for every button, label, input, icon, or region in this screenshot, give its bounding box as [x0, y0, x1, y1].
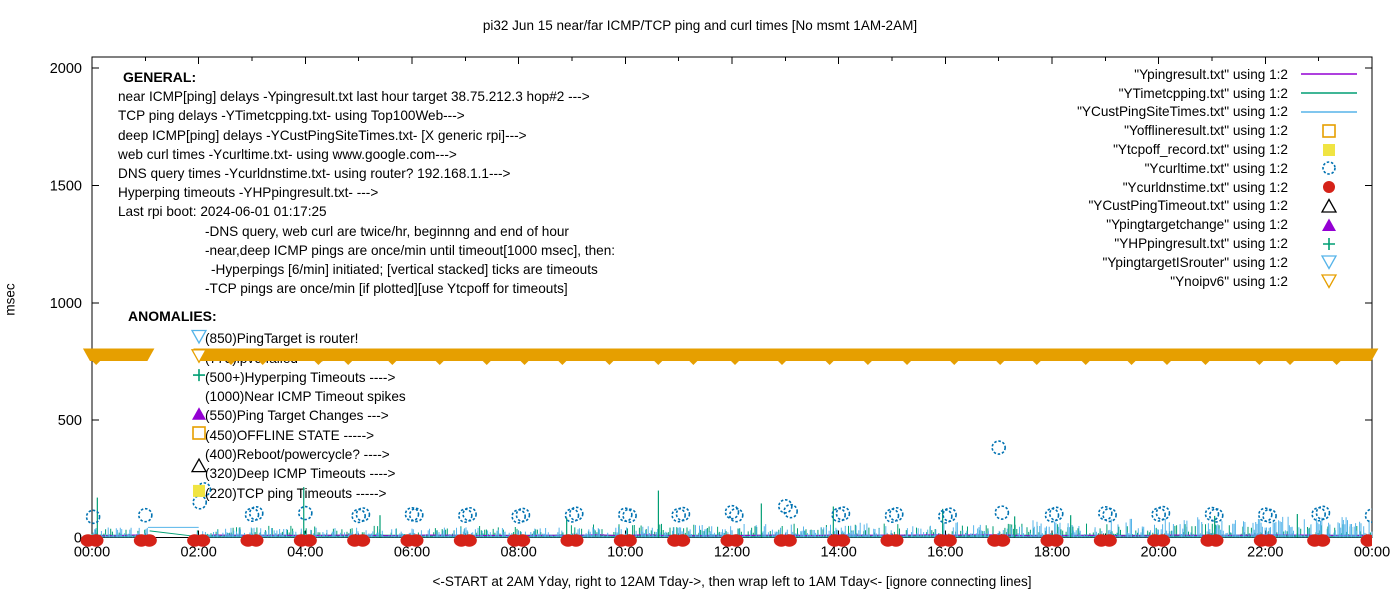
svg-text:0: 0	[74, 531, 82, 547]
svg-text:1500: 1500	[50, 178, 82, 194]
svg-text:2000: 2000	[50, 61, 82, 77]
svg-text:02:00: 02:00	[181, 545, 217, 561]
legend-marker-tri-up-open	[1298, 198, 1360, 214]
anomaly-item: (1000)Near ICMP Timeout spikes	[205, 389, 406, 405]
general-line: Last rpi boot: 2024-06-01 01:17:25	[118, 204, 327, 220]
legend-label: "Ynoipv6" using 1:2	[1170, 273, 1288, 289]
legend-marker-tri-down-open	[1298, 254, 1360, 271]
general-line: near ICMP[ping] delays -Ypingresult.txt …	[118, 89, 590, 105]
general-line: -TCP pings are once/min [if plotted][use…	[205, 281, 568, 297]
legend-item: "Ypingresult.txt" using 1:2	[1134, 65, 1360, 84]
legend-item: "Ytcpoff_record.txt" using 1:2	[1113, 140, 1360, 159]
legend-label: "Ycurltime.txt" using 1:2	[1144, 160, 1288, 176]
legend-item: "Ynoipv6" using 1:2	[1170, 272, 1360, 291]
anomaly-item: (320)Deep ICMP Timeouts ---->	[205, 466, 396, 482]
anomaly-item: (775)ipv6 failed ---->	[205, 350, 328, 366]
svg-text:18:00: 18:00	[1034, 545, 1070, 561]
svg-text:16:00: 16:00	[927, 545, 963, 561]
legend-item: "YCustPingTimeout.txt" using 1:2	[1088, 197, 1360, 216]
anomaly-item: (400)Reboot/powercycle? ---->	[205, 447, 390, 463]
general-annotation-block: GENERAL: near ICMP[ping] delays -Ypingre…	[118, 68, 615, 298]
legend-marker-circle-open	[1298, 160, 1360, 176]
chart-title: pi32 Jun 15 near/far ICMP/TCP ping and c…	[482, 18, 918, 33]
general-line: -Hyperpings [6/min] initiated; [vertical…	[211, 262, 598, 278]
legend-item: "Ycurldnstime.txt" using 1:2	[1123, 178, 1360, 197]
anomaly-item: (220)TCP ping Timeouts ----->	[205, 485, 387, 501]
legend-label: "Ypingresult.txt" using 1:2	[1134, 66, 1288, 82]
legend-marker-tri-up-filled	[1298, 217, 1360, 233]
general-line: web curl times -Ycurltime.txt- using www…	[118, 146, 457, 162]
legend-marker-square-filled	[1298, 142, 1360, 158]
svg-text:1000: 1000	[50, 296, 82, 312]
legend-label: "YpingtargetISrouter" using 1:2	[1102, 254, 1288, 270]
svg-text:04:00: 04:00	[287, 545, 323, 561]
general-line: -DNS query, web curl are twice/hr, begin…	[205, 223, 569, 239]
svg-text:06:00: 06:00	[394, 545, 430, 561]
svg-text:00:00: 00:00	[1354, 545, 1390, 561]
anomalies-heading: ANOMALIES:	[128, 308, 217, 324]
legend-marker-line	[1298, 85, 1360, 101]
legend-item: "Ycurltime.txt" using 1:2	[1145, 159, 1360, 178]
svg-text:500: 500	[58, 413, 82, 429]
legend-label: "Yofflineresult.txt" using 1:2	[1124, 123, 1288, 139]
legend-marker-plus	[1298, 236, 1360, 252]
anomalies-annotation-block: ANOMALIES: (850)PingTarget is router! (77…	[123, 307, 406, 503]
legend-item: "Ypingtargetchange" using 1:2	[1106, 215, 1360, 234]
legend-item: "YCustPingSiteTimes.txt" using 1:2	[1077, 103, 1360, 122]
general-line: Hyperping timeouts -YHPpingresult.txt- -…	[118, 185, 379, 201]
legend-marker-square-open	[1298, 123, 1360, 139]
y-axis-label: msec	[2, 283, 18, 316]
legend-item: "YpingtargetISrouter" using 1:2	[1103, 253, 1360, 272]
svg-text:08:00: 08:00	[501, 545, 537, 561]
general-line: DNS query times -Ycurldnstime.txt- using…	[118, 166, 511, 182]
svg-text:00:00: 00:00	[74, 545, 110, 561]
legend-marker-line	[1298, 66, 1360, 82]
legend-label: "Ycurldnstime.txt" using 1:2	[1122, 179, 1288, 195]
svg-text:22:00: 22:00	[1247, 545, 1283, 561]
general-heading: GENERAL:	[123, 69, 197, 85]
anomaly-item: (500+)Hyperping Timeouts ---->	[205, 369, 396, 385]
svg-text:20:00: 20:00	[1141, 545, 1177, 561]
svg-text:14:00: 14:00	[821, 545, 857, 561]
legend-item: "YTimetcpping.txt" using 1:2	[1119, 84, 1360, 103]
legend-label: "Ytcpoff_record.txt" using 1:2	[1113, 142, 1288, 158]
anomaly-item: (850)PingTarget is router!	[205, 331, 359, 347]
anomaly-item: (550)Ping Target Changes --->	[205, 408, 389, 424]
general-line: TCP ping delays -YTimetcpping.txt- using…	[118, 108, 465, 124]
legend-label: "Ypingtargetchange" using 1:2	[1106, 217, 1288, 233]
legend-marker-circle-filled	[1298, 179, 1360, 195]
legend-label: "YCustPingTimeout.txt" using 1:2	[1088, 198, 1288, 214]
legend-marker-tri-down-open	[1298, 273, 1360, 290]
legend-marker-line	[1298, 104, 1360, 120]
legend-label: "YHPpingresult.txt" using 1:2	[1114, 236, 1288, 252]
legend-label: "YCustPingSiteTimes.txt" using 1:2	[1077, 104, 1288, 120]
svg-text:12:00: 12:00	[714, 545, 750, 561]
svg-text:10:00: 10:00	[607, 545, 643, 561]
x-axis-label: <-START at 2AM Yday, right to 12AM Tday-…	[432, 574, 1032, 589]
general-line: deep ICMP[ping] delays -YCustPingSiteTim…	[118, 127, 527, 143]
legend-item: "Yofflineresult.txt" using 1:2	[1124, 121, 1360, 140]
general-line: -near,deep ICMP pings are once/min until…	[205, 242, 616, 258]
legend-item: "YHPpingresult.txt" using 1:2	[1114, 234, 1360, 253]
legend-label: "YTimetcpping.txt" using 1:2	[1118, 85, 1288, 101]
anomaly-item: (450)OFFLINE STATE ----->	[205, 427, 375, 443]
